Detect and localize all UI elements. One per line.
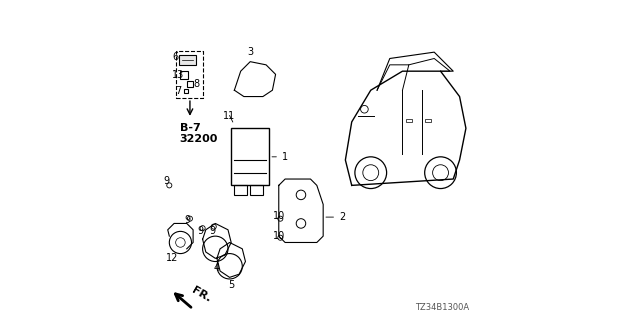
- Text: 12: 12: [166, 253, 179, 263]
- Text: 3: 3: [247, 47, 253, 57]
- Bar: [250, 185, 263, 195]
- Text: 5: 5: [228, 280, 234, 290]
- Bar: [175, 51, 203, 98]
- Bar: [231, 128, 269, 185]
- Text: 7: 7: [175, 86, 182, 97]
- Text: 1: 1: [272, 152, 288, 162]
- Text: 8: 8: [194, 79, 200, 89]
- Bar: [184, 89, 188, 93]
- Text: 9: 9: [209, 226, 215, 236]
- Bar: [406, 119, 412, 122]
- Text: 9: 9: [163, 176, 169, 186]
- Text: TZ34B1300A: TZ34B1300A: [415, 303, 469, 312]
- Bar: [180, 71, 188, 79]
- Text: 2: 2: [326, 212, 346, 222]
- Text: 13: 13: [172, 70, 184, 80]
- Text: 10: 10: [273, 211, 285, 220]
- Text: 11: 11: [223, 111, 236, 121]
- Text: 32200: 32200: [179, 134, 217, 144]
- Text: 6: 6: [173, 52, 179, 62]
- Text: 9: 9: [197, 226, 204, 236]
- Bar: [234, 185, 247, 195]
- Bar: [187, 81, 193, 87]
- Text: B-7: B-7: [180, 123, 201, 133]
- Text: 4: 4: [214, 263, 220, 273]
- Bar: [179, 55, 196, 65]
- Text: 9: 9: [184, 215, 190, 225]
- Text: 10: 10: [273, 231, 285, 241]
- Text: FR.: FR.: [190, 285, 212, 304]
- Bar: [425, 119, 431, 122]
